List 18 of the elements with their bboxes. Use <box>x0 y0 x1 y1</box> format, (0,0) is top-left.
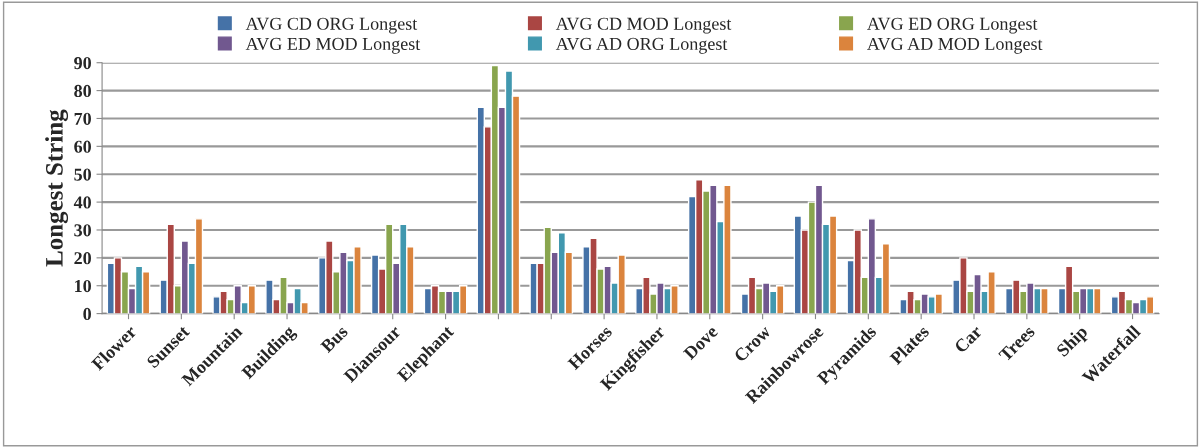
legend-label: AVG AD MOD Longest <box>867 37 1043 54</box>
y-tick-label: 90 <box>74 56 91 70</box>
y-tick-label: 30 <box>74 224 91 237</box>
y-tick-label: 0 <box>83 307 91 321</box>
y-tick-label: 60 <box>74 140 91 153</box>
y-tick-label: 10 <box>75 279 91 293</box>
y-tick-label: 80 <box>74 84 91 98</box>
y-tick-label: 20 <box>74 252 91 265</box>
legend-label: AVG AD ORG Longest <box>555 37 728 54</box>
legend-label: AVG CD MOD Longest <box>555 17 732 34</box>
legend-label: AVG CD ORG Longest <box>245 17 418 34</box>
legend-label: AVG ED ORG Longest <box>867 17 1038 34</box>
y-tick-label: 70 <box>74 112 91 125</box>
legend-label: AVG ED MOD Longest <box>245 37 421 54</box>
y-axis-title: Longest String <box>45 109 69 267</box>
x-tick-label: Car <box>953 324 983 354</box>
y-tick-label: 40 <box>73 196 91 209</box>
y-tick-label: 50 <box>74 168 91 181</box>
